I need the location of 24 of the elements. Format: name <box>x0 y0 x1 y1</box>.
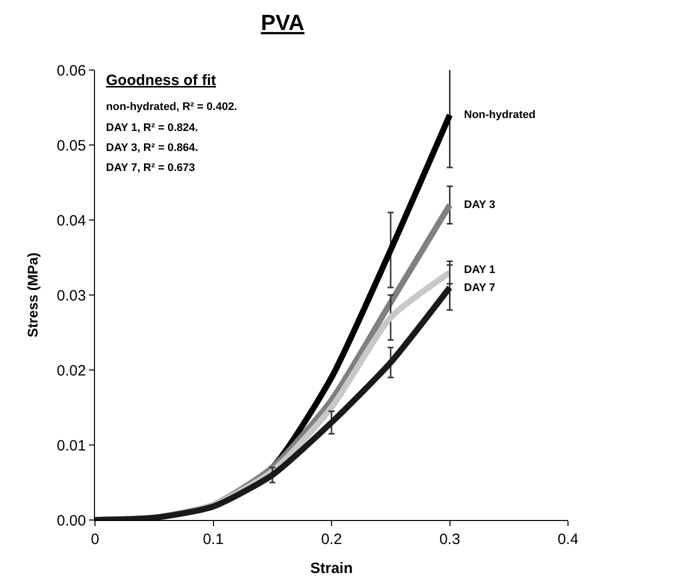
annotation: DAY 3, R² = 0.864. <box>106 142 198 154</box>
x-tick-label: 0.1 <box>202 531 224 548</box>
annotation: non-hydrated, R² = 0.402. <box>106 101 238 113</box>
series-label: Non-hydrated <box>464 109 536 121</box>
y-tick-label: 0.03 <box>56 287 86 304</box>
annotation: Goodness of fit <box>106 72 216 89</box>
series-label: DAY 3 <box>464 199 496 211</box>
series-label: DAY 1 <box>464 264 496 276</box>
y-axis-title: Stress (MPa) <box>24 252 40 338</box>
y-tick-label: 0.06 <box>56 62 86 80</box>
x-tick-label: 0.3 <box>439 531 460 548</box>
y-tick-label: 0.02 <box>56 362 86 380</box>
x-tick-label: 0 <box>90 531 100 548</box>
y-tick-label: 0.05 <box>56 137 86 154</box>
chart-title: PVA <box>260 10 305 36</box>
annotation: DAY 1, R² = 0.824. <box>106 122 198 134</box>
annotation: DAY 7, R² = 0.673 <box>106 162 195 174</box>
y-tick-label: 0.00 <box>56 512 86 530</box>
series-label: DAY 7 <box>464 282 496 294</box>
x-axis-title: Strain <box>310 560 353 577</box>
x-tick-label: 0.4 <box>558 531 578 548</box>
y-tick-label: 0.01 <box>56 437 86 454</box>
y-tick-label: 0.04 <box>56 212 86 230</box>
x-tick-label: 0.2 <box>321 531 342 548</box>
